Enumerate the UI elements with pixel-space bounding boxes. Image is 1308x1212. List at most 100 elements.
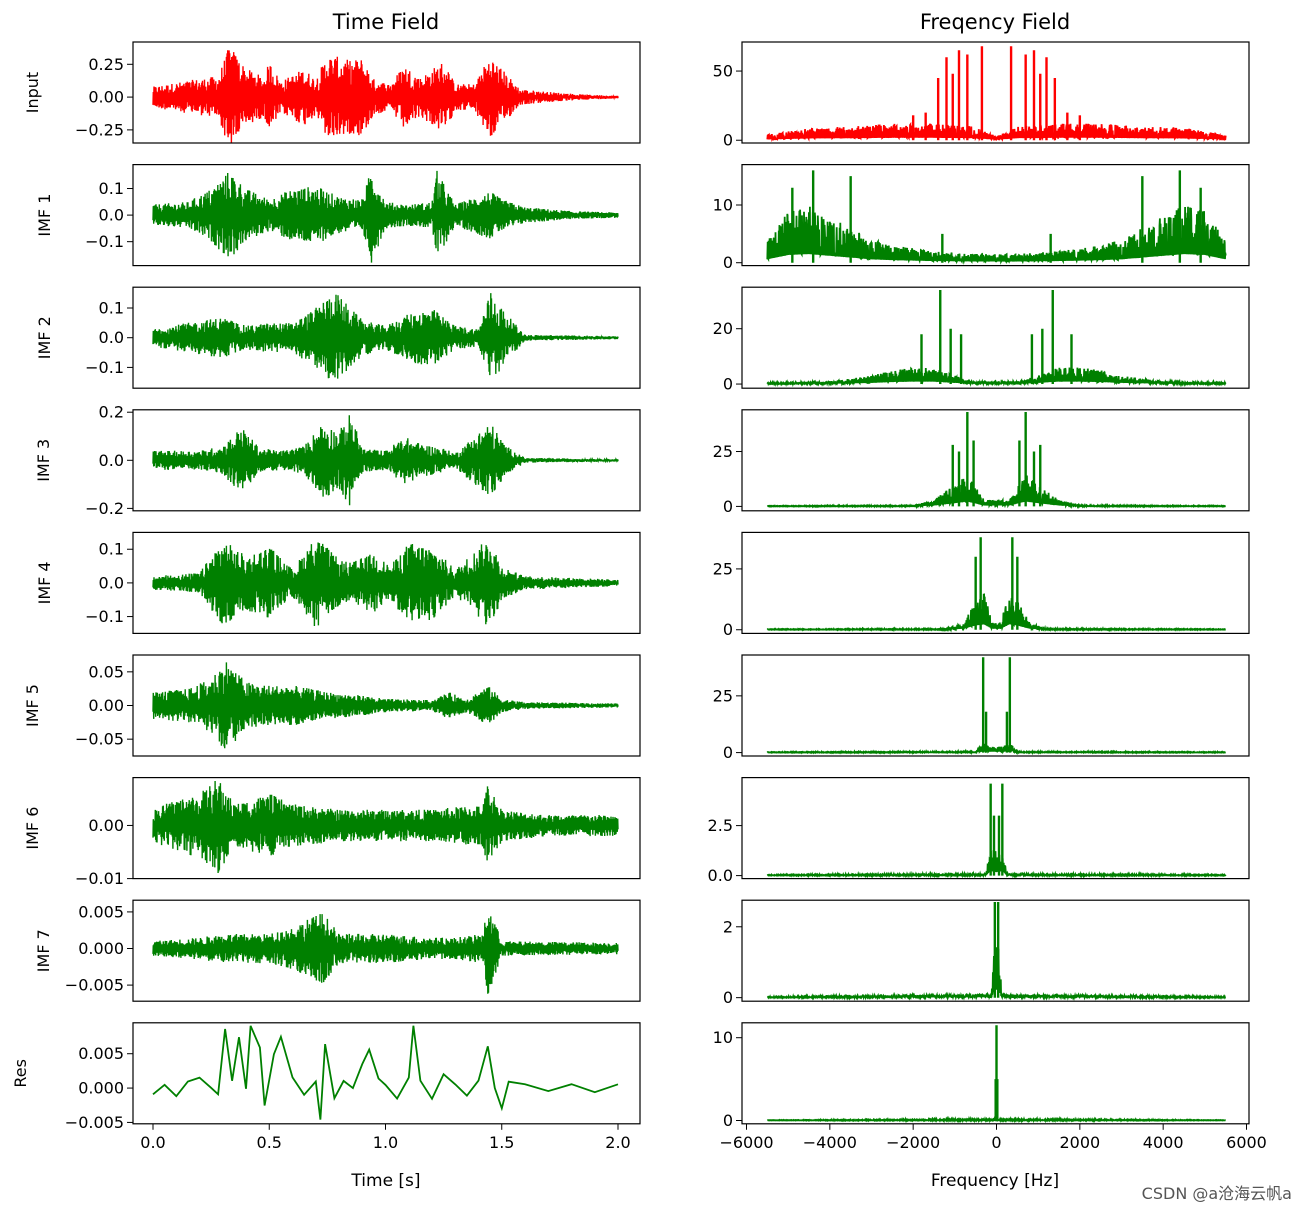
panel-time-imf-5: 0.05 0.00 −0.05 IMF 5 xyxy=(23,654,641,757)
watermark: CSDN @a沧海云帆a xyxy=(1141,1184,1292,1203)
signal-line xyxy=(152,1025,619,1120)
y-axis-label: IMF 2 xyxy=(35,316,54,359)
y-tick-label: 0.005 xyxy=(78,902,124,921)
y-tick-label: 0.1 xyxy=(99,540,124,559)
panel-time-input: 0.25 0.00 −0.25 Input xyxy=(23,41,641,144)
y-tick-label: −0.1 xyxy=(85,232,124,251)
y-tick-label: −0.005 xyxy=(65,1113,124,1132)
x-tick-label: −2000 xyxy=(886,1133,940,1152)
y-tick-label: 2 xyxy=(723,917,733,936)
y-axis-label: IMF 1 xyxy=(35,194,54,237)
panel-freq-imf-1: 10 0 xyxy=(713,164,1250,272)
y-tick-label: 0.25 xyxy=(88,55,124,74)
y-tick-label: 0.05 xyxy=(88,662,124,681)
y-tick-label: 0 xyxy=(723,1111,733,1130)
panel-time-imf-2: 0.1 0.0 −0.1 IMF 2 xyxy=(35,286,641,389)
panel-time-imf-7: 0.005 0.000 −0.005 IMF 7 xyxy=(34,899,641,1002)
axes-frame xyxy=(741,164,1250,267)
signal-line xyxy=(766,121,1227,143)
y-tick-label: 0 xyxy=(723,131,733,150)
signal-line xyxy=(766,850,1227,879)
signal-line xyxy=(766,743,1226,756)
time-field-title: Time Field xyxy=(332,10,440,34)
x-tick-label: 0.5 xyxy=(257,1133,282,1152)
x-tick-label: 1.5 xyxy=(489,1133,514,1152)
signal-line xyxy=(766,593,1226,633)
y-axis-label: Input xyxy=(23,72,42,113)
x-tick-label: −4000 xyxy=(803,1133,857,1152)
y-tick-label: 0.00 xyxy=(88,816,124,835)
panel-freq-res: 10 0 −6000 −4000 −2000 0 2000 4000 6000 xyxy=(713,1022,1267,1152)
axes-frame xyxy=(741,41,1250,144)
y-tick-label: 0 xyxy=(723,988,733,1007)
y-tick-label: 0.0 xyxy=(99,573,124,592)
y-tick-label: −0.005 xyxy=(65,976,124,995)
axes-frame xyxy=(741,776,1250,880)
y-tick-label: 25 xyxy=(713,686,733,705)
signal-line xyxy=(152,293,619,379)
panel-time-imf-6: 0.00 −0.01 IMF 6 xyxy=(23,776,641,888)
y-tick-label: 0.00 xyxy=(88,88,124,107)
y-tick-label: 25 xyxy=(713,559,733,578)
y-axis-label: IMF 6 xyxy=(23,807,42,850)
y-tick-label: 0.000 xyxy=(78,939,124,958)
y-tick-label: −0.1 xyxy=(85,607,124,626)
panel-time-imf-4: 0.1 0.0 −0.1 IMF 4 xyxy=(35,531,641,635)
y-tick-label: −0.1 xyxy=(85,358,124,377)
y-tick-label: 10 xyxy=(713,1028,733,1047)
panel-time-res: 0.005 0.000 −0.005 Res 0.0 0.5 1.0 1.5 2.0 xyxy=(11,1022,641,1152)
y-tick-label: 0.0 xyxy=(99,328,124,347)
time-axis-label: Time [s] xyxy=(350,1171,420,1191)
y-tick-label: 0 xyxy=(723,743,733,762)
axes-frame xyxy=(741,409,1250,512)
y-tick-label: 0 xyxy=(723,620,733,639)
y-axis-label: Res xyxy=(11,1059,30,1088)
x-tick-label: 4000 xyxy=(1143,1133,1184,1152)
y-tick-label: 2.5 xyxy=(708,816,733,835)
axes-frame xyxy=(741,286,1250,389)
axes-frame xyxy=(132,1022,641,1125)
signal-line xyxy=(152,662,619,749)
y-tick-label: −0.25 xyxy=(75,120,124,139)
axes-frame xyxy=(741,899,1250,1002)
y-tick-label: 0.0 xyxy=(99,451,124,470)
y-tick-label: −0.2 xyxy=(85,499,124,518)
signal-line xyxy=(766,366,1227,388)
x-tick-label: 1.0 xyxy=(373,1133,398,1152)
axes-frame xyxy=(741,1022,1250,1125)
axes-frame xyxy=(132,41,641,144)
signal-line xyxy=(152,170,619,263)
y-tick-label: 0 xyxy=(723,375,733,394)
x-tick-label: 6000 xyxy=(1226,1133,1267,1152)
y-tick-label: −0.01 xyxy=(75,869,124,888)
y-tick-label: 0.1 xyxy=(99,179,124,198)
panel-freq-imf-5: 25 0 xyxy=(713,654,1250,762)
axes-frame xyxy=(132,899,641,1002)
frequency-field-title: Freqency Field xyxy=(920,10,1070,34)
signal-line xyxy=(152,914,619,994)
y-tick-label: 0.000 xyxy=(78,1079,124,1098)
y-axis-label: IMF 4 xyxy=(35,561,54,604)
axes-frame xyxy=(741,654,1250,757)
y-tick-label: 10 xyxy=(713,196,733,215)
y-tick-label: 0.0 xyxy=(708,866,733,885)
x-tick-label: 0.0 xyxy=(140,1133,165,1152)
signal-line xyxy=(766,206,1227,265)
y-tick-label: 50 xyxy=(713,62,733,81)
y-tick-label: 0.0 xyxy=(99,206,124,225)
panel-freq-imf-6: 2.5 0.0 xyxy=(708,776,1250,885)
y-tick-label: 0.2 xyxy=(99,403,124,422)
panel-freq-imf-2: 20 0 xyxy=(713,286,1250,394)
panel-time-imf-1: 0.1 0.0 −0.1 IMF 1 xyxy=(35,164,641,267)
y-axis-label: IMF 7 xyxy=(34,929,53,972)
y-axis-label: IMF 3 xyxy=(34,439,53,482)
signal-line xyxy=(152,780,619,874)
x-tick-label: 2.0 xyxy=(605,1133,630,1152)
panel-freq-imf-4: 25 0 xyxy=(713,531,1250,639)
x-tick-label: −6000 xyxy=(719,1133,773,1152)
signal-line xyxy=(766,475,1226,510)
y-tick-label: −0.05 xyxy=(75,730,124,749)
axes-frame xyxy=(132,776,641,880)
y-tick-label: 0 xyxy=(723,253,733,272)
